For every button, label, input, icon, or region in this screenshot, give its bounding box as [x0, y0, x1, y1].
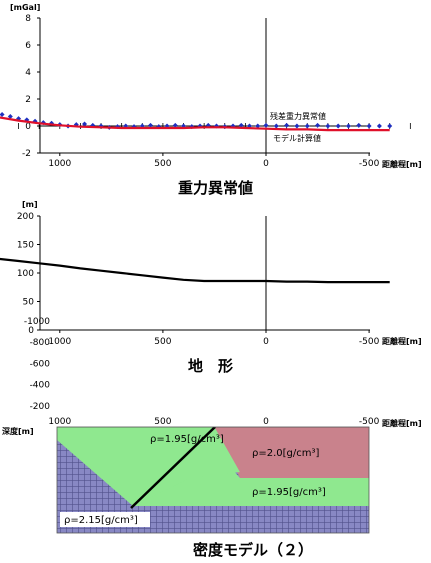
gravity-y-unit: [mGal]: [10, 3, 40, 12]
density-label-upper-left: ρ=1.95[g/cm³]: [150, 434, 224, 445]
density-title: 密度モデル（２）: [193, 541, 313, 559]
gravity-x-ticks: 2000150010005000-500-1000: [48, 153, 380, 169]
density-label-bottom: ρ=2.15[g/cm³]: [64, 515, 138, 526]
gravity-y-tick-label: -2: [22, 149, 31, 159]
gravity-observed-point: [315, 122, 321, 128]
density-y-tick-label: -800: [30, 338, 51, 348]
density-y-tick-label: -1000: [24, 317, 50, 327]
topo-title: 地 形: [188, 357, 233, 375]
gravity-x-tick-label: 1000: [48, 159, 71, 169]
topo-y-tick-label: 0: [28, 326, 34, 336]
gravity-observed-point: [238, 122, 244, 128]
gravity-observed-point: [0, 112, 5, 118]
gravity-observed-point: [335, 123, 341, 129]
topo-x-tick-label: -500: [359, 337, 380, 347]
gravity-observed-point: [366, 123, 372, 129]
gravity-y-tick-label: 8: [25, 14, 31, 24]
density-frame: [56, 426, 370, 534]
density-y-ticks: -200 -400 -600 -800 -1000: [24, 317, 50, 412]
gravity-legend-observed: 残差重力異常値: [270, 111, 326, 121]
gravity-observed-point: [82, 121, 88, 127]
gravity-x-tick-label: 0: [263, 159, 269, 169]
topo-x-tick-label: 1000: [48, 337, 71, 347]
density-label-upper-right: ρ=2.0[g/cm³]: [252, 448, 319, 459]
gravity-y-tick-label: 2: [25, 95, 31, 105]
density-label-box-bottom: [60, 512, 150, 527]
density-x-tick-label: -500: [359, 417, 380, 427]
gravity-legend-model: モデル計算値: [273, 133, 321, 143]
topo-x-tick-label: 500: [154, 337, 171, 347]
gravity-y-tick-label: 0: [25, 122, 31, 132]
density-region-mid-green: [133, 427, 240, 506]
gravity-observed-point: [325, 123, 331, 129]
gravity-y-tick-label: 4: [25, 68, 31, 78]
gravity-title: 重力異常値: [178, 179, 253, 197]
density-y-tick-label: -400: [30, 381, 51, 391]
gravity-x-unit: 距離程[m]: [382, 159, 422, 169]
gravity-observed-point: [356, 122, 362, 128]
gravity-observed-point: [255, 123, 261, 129]
density-x-tick-label: 500: [154, 417, 171, 427]
gravity-model-line: [0, 116, 390, 132]
density-region-red-fix: [215, 427, 369, 474]
density-x-tick-label: 0: [263, 417, 269, 427]
gravity-observed-point: [294, 123, 300, 129]
topo-y-tick-label: 50: [23, 298, 35, 308]
gravity-y-ticks: 8 6 4 2 0 -2: [22, 14, 40, 159]
gravity-observed-point: [7, 114, 13, 120]
gravity-x-tick-label: -500: [359, 159, 380, 169]
gravity-observed-point: [387, 123, 393, 129]
gravity-observed-point: [273, 123, 279, 129]
density-x-tick-label: 1000: [48, 417, 71, 427]
gravity-y-tick-label: 6: [25, 41, 31, 51]
gravity-observed-point: [284, 122, 290, 128]
topo-line: [0, 257, 390, 284]
topo-x-unit: 距離程[m]: [382, 336, 422, 346]
density-region-upper-left: [57, 427, 215, 506]
density-boundary-line: [130, 427, 216, 509]
gravity-observed-point: [263, 122, 269, 128]
topo-y-unit: [m]: [22, 200, 38, 209]
gravity-observed-point: [345, 123, 351, 129]
density-model-chart: -200-400-600-800-1000 2000150010005000-5…: [2, 317, 422, 559]
topo-y-tick-label: 200: [17, 212, 34, 222]
gravity-observed-point: [376, 123, 382, 129]
gravity-observed-point: [304, 123, 310, 129]
density-y-tick-label: -600: [30, 359, 51, 369]
gravity-x-tick-label: 500: [154, 159, 171, 169]
topo-x-tick-label: 0: [263, 337, 269, 347]
density-label-lower-right: ρ=1.95[g/cm³]: [252, 487, 326, 498]
gravity-observed-series: [0, 112, 393, 130]
density-x-ticks: 2000150010005000-500-1000: [48, 417, 380, 427]
topo-y-tick-label: 100: [17, 269, 34, 279]
density-region-right-green: [133, 478, 369, 506]
density-y-unit: 深度[m]: [2, 426, 34, 436]
gravity-observed-point: [148, 122, 154, 128]
topo-y-tick-label: 150: [17, 241, 34, 251]
density-x-unit: 距離程[m]: [382, 418, 422, 428]
gravity-observed-point: [172, 122, 178, 128]
density-y-tick-label: -200: [30, 402, 51, 412]
topo-x-ticks: 2000150010005000-500-1000: [48, 330, 380, 347]
